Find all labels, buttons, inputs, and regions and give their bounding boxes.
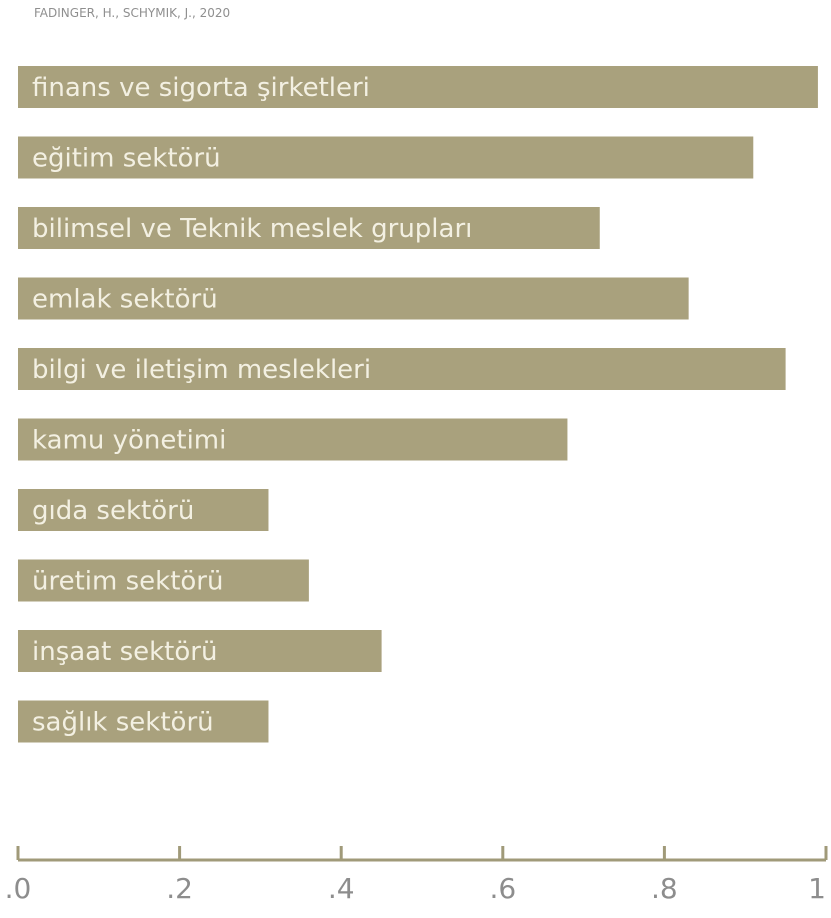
bar-label-8: üretim sektörü bbox=[32, 567, 223, 597]
x-tick-label-5: 1 bbox=[808, 872, 826, 905]
bar-label-9: inşaat sektörü bbox=[32, 637, 217, 667]
bar-label-4: emlak sektörü bbox=[32, 285, 218, 315]
source-citation: FADINGER, H., SCHYMIK, J., 2020 bbox=[34, 6, 231, 20]
bar-label-7: gıda sektörü bbox=[32, 496, 194, 526]
bar-9 bbox=[18, 630, 382, 672]
x-tick-label-0: .0 bbox=[5, 872, 32, 905]
bar-3 bbox=[18, 207, 600, 249]
bar-2 bbox=[18, 136, 754, 179]
bar-5 bbox=[18, 348, 786, 390]
bar-label-2: eğitim sektörü bbox=[32, 144, 221, 174]
bar-label-6: kamu yönetimi bbox=[32, 426, 226, 456]
bar-4 bbox=[18, 277, 689, 320]
x-tick-label-1: .2 bbox=[166, 872, 193, 905]
bar-7 bbox=[18, 489, 269, 531]
bar-label-5: bilgi ve iletişim meslekleri bbox=[32, 355, 371, 385]
x-tick-label-4: .8 bbox=[651, 872, 678, 905]
bar-label-3: bilimsel ve Teknik meslek grupları bbox=[32, 214, 472, 244]
x-axis: .0 .2 .4 .6 .8 1 bbox=[5, 846, 828, 905]
bar-10 bbox=[18, 700, 269, 743]
bar-8 bbox=[18, 559, 309, 602]
x-tick-label-2: .4 bbox=[328, 872, 355, 905]
x-tick-label-3: .6 bbox=[489, 872, 516, 905]
bar-label-10: sağlık sektörü bbox=[32, 708, 214, 738]
bar-6 bbox=[18, 418, 568, 461]
bar-label-1: finans ve sigorta şirketleri bbox=[32, 73, 370, 103]
bars-layer: finans ve sigorta şirketleri eğitim sektö… bbox=[18, 66, 818, 743]
bar-1 bbox=[18, 66, 818, 108]
